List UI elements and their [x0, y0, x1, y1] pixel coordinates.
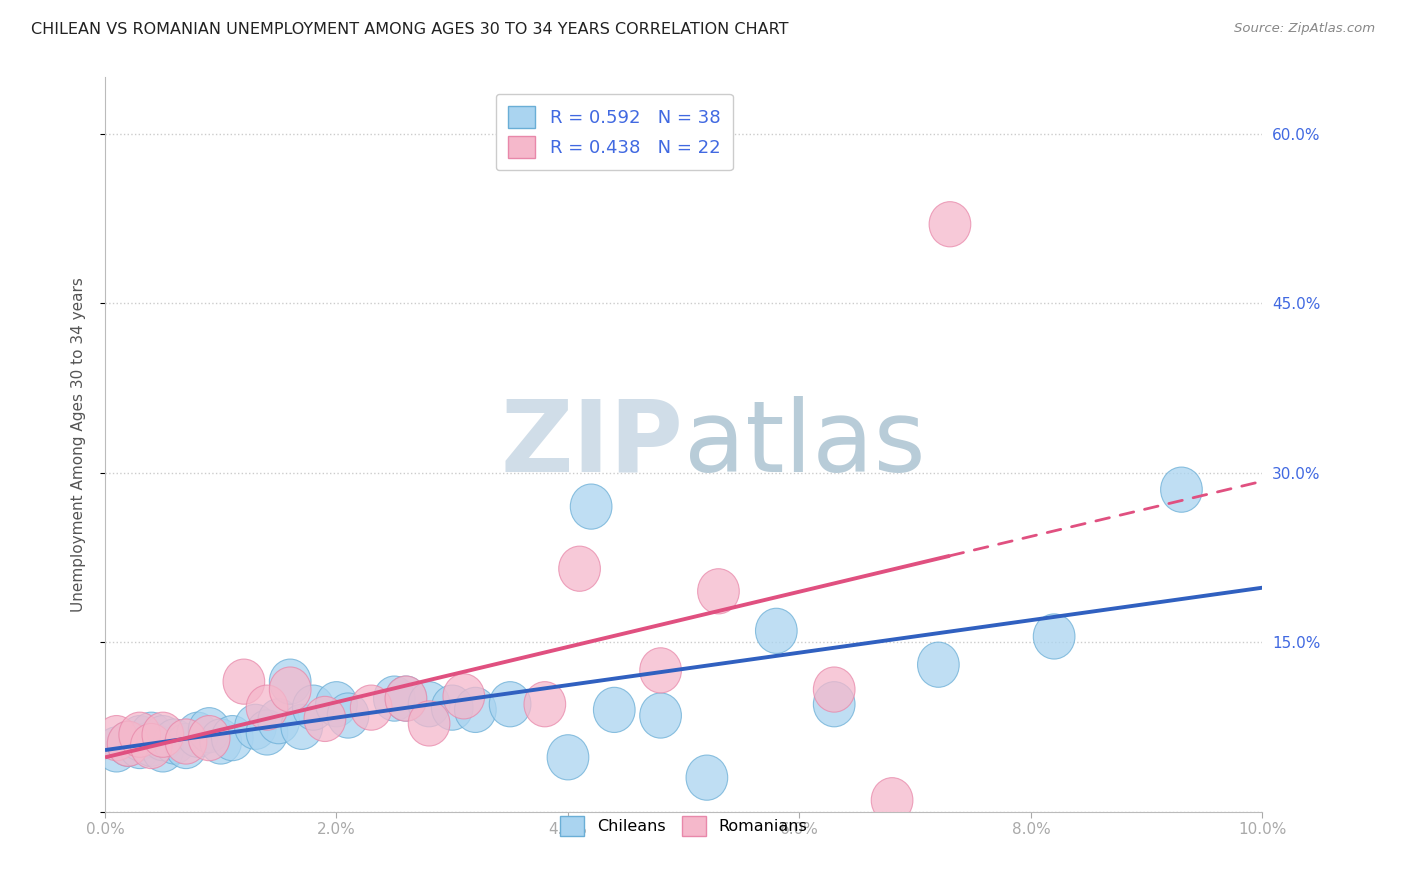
Ellipse shape — [281, 705, 322, 749]
Ellipse shape — [593, 688, 636, 732]
Ellipse shape — [547, 735, 589, 780]
Ellipse shape — [142, 727, 184, 772]
Ellipse shape — [640, 648, 682, 693]
Ellipse shape — [224, 659, 264, 705]
Ellipse shape — [558, 546, 600, 591]
Ellipse shape — [165, 723, 207, 769]
Ellipse shape — [235, 705, 277, 749]
Ellipse shape — [929, 202, 970, 247]
Ellipse shape — [131, 712, 172, 757]
Ellipse shape — [246, 710, 288, 755]
Ellipse shape — [107, 721, 149, 766]
Ellipse shape — [374, 676, 415, 721]
Ellipse shape — [96, 715, 138, 761]
Ellipse shape — [107, 721, 149, 766]
Ellipse shape — [686, 755, 728, 800]
Ellipse shape — [571, 484, 612, 529]
Text: CHILEAN VS ROMANIAN UNEMPLOYMENT AMONG AGES 30 TO 34 YEARS CORRELATION CHART: CHILEAN VS ROMANIAN UNEMPLOYMENT AMONG A… — [31, 22, 789, 37]
Ellipse shape — [328, 693, 368, 738]
Ellipse shape — [443, 673, 485, 719]
Text: atlas: atlas — [683, 396, 925, 493]
Ellipse shape — [246, 685, 288, 731]
Ellipse shape — [120, 715, 160, 761]
Ellipse shape — [188, 707, 231, 753]
Ellipse shape — [165, 719, 207, 764]
Ellipse shape — [408, 681, 450, 727]
Ellipse shape — [918, 642, 959, 688]
Ellipse shape — [385, 676, 427, 721]
Ellipse shape — [304, 697, 346, 741]
Ellipse shape — [96, 727, 138, 772]
Legend: Chileans, Romanians: Chileans, Romanians — [553, 808, 815, 844]
Ellipse shape — [257, 698, 299, 744]
Y-axis label: Unemployment Among Ages 30 to 34 years: Unemployment Among Ages 30 to 34 years — [72, 277, 86, 612]
Text: Source: ZipAtlas.com: Source: ZipAtlas.com — [1234, 22, 1375, 36]
Ellipse shape — [872, 778, 912, 822]
Ellipse shape — [697, 569, 740, 614]
Ellipse shape — [524, 681, 565, 727]
Ellipse shape — [131, 723, 172, 769]
Ellipse shape — [814, 681, 855, 727]
Ellipse shape — [408, 701, 450, 746]
Ellipse shape — [270, 659, 311, 705]
Ellipse shape — [188, 715, 231, 761]
Ellipse shape — [142, 712, 184, 757]
Ellipse shape — [432, 685, 472, 731]
Ellipse shape — [755, 608, 797, 654]
Text: ZIP: ZIP — [501, 396, 683, 493]
Ellipse shape — [640, 693, 682, 738]
Ellipse shape — [385, 676, 427, 721]
Ellipse shape — [454, 688, 496, 732]
Ellipse shape — [292, 685, 335, 731]
Ellipse shape — [142, 715, 184, 761]
Ellipse shape — [120, 723, 160, 769]
Ellipse shape — [1160, 467, 1202, 512]
Ellipse shape — [177, 712, 218, 757]
Ellipse shape — [1033, 614, 1076, 659]
Ellipse shape — [316, 681, 357, 727]
Ellipse shape — [814, 667, 855, 712]
Ellipse shape — [131, 721, 172, 766]
Ellipse shape — [350, 685, 392, 731]
Ellipse shape — [153, 719, 195, 764]
Ellipse shape — [200, 719, 242, 764]
Ellipse shape — [120, 712, 160, 757]
Ellipse shape — [489, 681, 531, 727]
Ellipse shape — [211, 715, 253, 761]
Ellipse shape — [270, 667, 311, 712]
